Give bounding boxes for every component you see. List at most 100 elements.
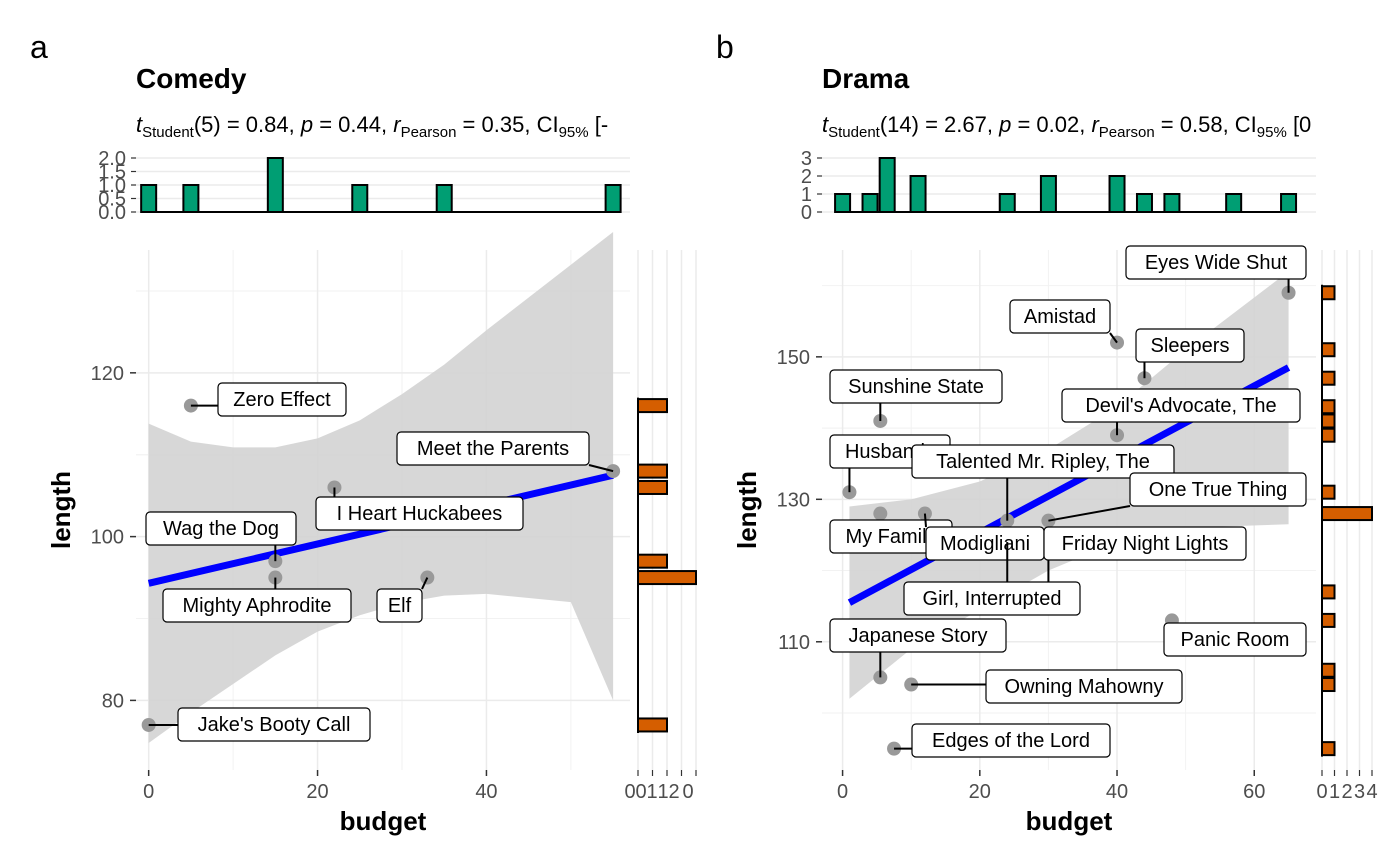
- top-hist-bar: [1135, 193, 1153, 213]
- top-hist-tick-label: 2: [801, 166, 812, 188]
- point-label: My Family: [845, 526, 936, 548]
- right-hist-bar: [1321, 342, 1336, 358]
- top-hist-bar: [1108, 175, 1126, 213]
- point-label: Sleepers: [1151, 335, 1230, 357]
- label-box: [1163, 622, 1307, 657]
- p-value: = 0.44,: [313, 112, 393, 137]
- right-hist-bar: [1321, 584, 1336, 600]
- point-label: One True Thing: [1149, 479, 1288, 501]
- x-tick-label: 60: [1243, 781, 1265, 803]
- x-axis-label: budget: [1026, 806, 1113, 836]
- label-box: [1061, 388, 1301, 423]
- right-hist-tick-label: 0: [1316, 781, 1327, 803]
- r-subscript: Pearson: [1099, 124, 1155, 141]
- y-tick-label: 110: [778, 632, 810, 654]
- top-histogram: 0.00.51.01.52.0: [98, 148, 630, 224]
- label-box: [376, 588, 423, 623]
- stat-symbol: t: [136, 112, 143, 137]
- stat-symbol: t: [822, 112, 829, 137]
- label-box: [396, 431, 590, 466]
- right-hist-bar: [1321, 413, 1336, 429]
- y-tick-label: 120: [91, 363, 124, 385]
- top-hist-bar: [834, 193, 852, 213]
- label-box: [829, 369, 1003, 404]
- top-hist-bar: [1039, 175, 1057, 213]
- label-box: [1135, 328, 1245, 363]
- y-tick-label: 80: [102, 690, 124, 712]
- ci-symbol: CI: [1235, 112, 1257, 137]
- label-box: [145, 511, 297, 546]
- right-hist-tick-label: 3: [1354, 781, 1365, 803]
- r-subscript: Pearson: [401, 124, 457, 141]
- chart-title: Drama: [822, 63, 910, 94]
- top-hist-bar: [266, 157, 284, 213]
- p-value: = 0.02,: [1011, 112, 1091, 137]
- label-box: [217, 382, 347, 417]
- chart-subtitle: tStudent(5) = 0.84, p = 0.44, rPearson =…: [136, 112, 608, 141]
- top-hist-tick-label: 0.5: [98, 189, 126, 211]
- point-label: Zero Effect: [233, 389, 331, 411]
- label-box: [1043, 526, 1247, 561]
- chart-title: Comedy: [136, 63, 247, 94]
- top-hist-bar: [182, 184, 200, 213]
- x-tick-label: 40: [475, 781, 497, 803]
- label-leader: [588, 464, 614, 473]
- top-hist-bar: [909, 175, 927, 213]
- ci-value: [0: [1287, 112, 1311, 137]
- point-label: Panic Room: [1181, 629, 1290, 651]
- label-box: [829, 618, 1007, 653]
- right-hist-tick-label: 1: [657, 781, 668, 803]
- right-hist-tick-label: 1: [646, 781, 657, 803]
- right-hist-bar: [1321, 484, 1336, 500]
- point-label: Amistad: [1024, 306, 1096, 328]
- x-tick-label: 20: [306, 781, 328, 803]
- x-tick-label: 20: [969, 781, 991, 803]
- point-label: Friday Night Lights: [1062, 533, 1229, 555]
- label-leader: [421, 577, 429, 590]
- right-hist-tick-label: 0: [682, 781, 693, 803]
- point-label: Jake's Booty Call: [198, 714, 351, 736]
- point-label: Japanese Story: [849, 625, 988, 647]
- right-hist-bar: [1321, 427, 1336, 443]
- point-label: Wag the Dog: [163, 518, 279, 540]
- label-leader: [1109, 332, 1118, 344]
- right-hist-bar: [1321, 399, 1336, 415]
- y-tick-label: 150: [777, 347, 810, 369]
- point-label: Girl, Interrupted: [923, 588, 1062, 610]
- top-hist-bar: [1280, 193, 1298, 213]
- right-hist-tick-label: 2: [668, 781, 679, 803]
- right-hist-tick-label: 0: [624, 781, 635, 803]
- ci-symbol: CI: [537, 112, 559, 137]
- right-hist-bar: [637, 570, 697, 586]
- ci-subscript: 95%: [1257, 124, 1287, 141]
- top-hist-bar: [351, 184, 369, 213]
- ci-subscript: 95%: [559, 124, 589, 141]
- label-box: [315, 496, 524, 531]
- right-hist-bar: [1321, 370, 1336, 386]
- right-hist-tick-label: 4: [1366, 781, 1377, 803]
- right-hist-bar: [1321, 677, 1336, 693]
- top-hist-tick-label: 1.0: [98, 175, 126, 197]
- stat-value: (14) = 2.67,: [880, 112, 999, 137]
- top-hist-tick-label: 1.5: [98, 162, 126, 184]
- stat-value: (5) = 0.84,: [194, 112, 301, 137]
- x-tick-label: 40: [1106, 781, 1128, 803]
- x-tick-label: 0: [143, 781, 154, 803]
- panel-b: b Drama tStudent(14) = 2.67, p = 0.02, rPe…: [716, 29, 1378, 836]
- top-hist-bar: [1163, 193, 1181, 213]
- top-hist-bar: [140, 184, 158, 213]
- axes: 0 20 40 60 110 130 150 budget length: [732, 347, 1265, 836]
- right-hist-bar: [1321, 506, 1373, 522]
- point-label: Eyes Wide Shut: [1145, 252, 1288, 274]
- top-hist-bar: [861, 193, 879, 213]
- point-label: Meet the Parents: [417, 438, 569, 460]
- axes: 0 20 40 80 100 120 budget length: [46, 363, 498, 836]
- confidence-band: [148, 231, 614, 743]
- label-box: [911, 444, 1175, 479]
- right-hist-bar: [1321, 285, 1336, 301]
- point-label: Elf: [388, 595, 412, 617]
- label-box: [911, 723, 1111, 758]
- right-hist-bar: [1321, 741, 1336, 757]
